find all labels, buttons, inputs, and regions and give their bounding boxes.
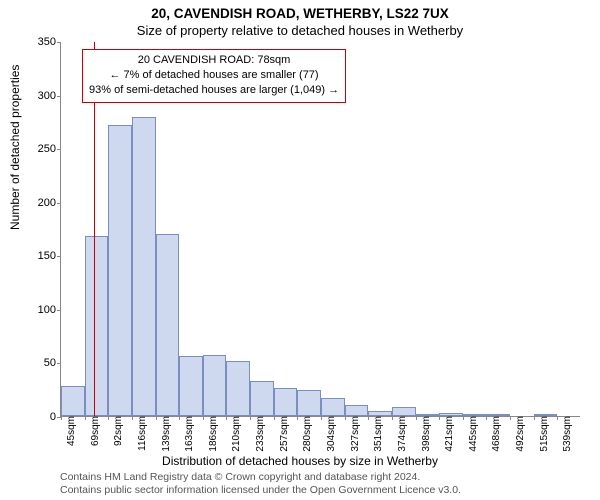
histogram-bar (297, 390, 321, 416)
x-tick-mark (179, 416, 180, 420)
x-tick-label: 186sqm (206, 416, 219, 452)
x-tick-mark (557, 416, 558, 420)
y-tick-mark (57, 363, 61, 364)
x-tick-label: 233sqm (253, 416, 266, 452)
x-tick-mark (61, 416, 62, 420)
y-tick-mark (57, 96, 61, 97)
histogram-bar (179, 356, 203, 416)
x-tick-label: 515sqm (537, 416, 550, 452)
annotation-callout: 20 CAVENDISH ROAD: 78sqm ← 7% of detache… (82, 49, 346, 103)
histogram-bar (274, 388, 298, 416)
y-tick-mark (57, 42, 61, 43)
annotation-line2: ← 7% of detached houses are smaller (77) (89, 68, 339, 83)
x-tick-label: 45sqm (64, 416, 77, 446)
x-tick-mark (203, 416, 204, 420)
x-tick-label: 69sqm (88, 416, 101, 446)
x-tick-label: 92sqm (111, 416, 124, 446)
x-tick-mark (392, 416, 393, 420)
x-tick-label: 327sqm (348, 416, 361, 452)
x-tick-mark (534, 416, 535, 420)
x-tick-label: 351sqm (371, 416, 384, 452)
footer-line1: Contains HM Land Registry data © Crown c… (60, 471, 461, 484)
x-tick-mark (85, 416, 86, 420)
x-tick-mark (274, 416, 275, 420)
histogram-bar (61, 386, 85, 416)
x-tick-label: 468sqm (489, 416, 502, 452)
annotation-line1: 20 CAVENDISH ROAD: 78sqm (89, 53, 339, 68)
x-tick-mark (416, 416, 417, 420)
x-tick-label: 492sqm (513, 416, 526, 452)
x-tick-label: 116sqm (135, 416, 148, 451)
y-tick-mark (57, 203, 61, 204)
x-tick-label: 280sqm (300, 416, 313, 452)
x-tick-label: 210sqm (229, 416, 242, 452)
y-axis-label: Number of detached properties (8, 65, 22, 230)
x-tick-mark (368, 416, 369, 420)
x-tick-label: 421sqm (442, 416, 455, 452)
footer-attribution: Contains HM Land Registry data © Crown c… (60, 471, 461, 497)
footer-line2: Contains public sector information licen… (60, 484, 461, 497)
x-tick-mark (108, 416, 109, 420)
x-tick-mark (463, 416, 464, 420)
x-axis-label: Distribution of detached houses by size … (0, 454, 600, 468)
x-tick-label: 374sqm (395, 416, 408, 452)
histogram-bar (345, 405, 369, 416)
histogram-bar (321, 398, 345, 416)
chart-subtitle: Size of property relative to detached ho… (0, 23, 600, 38)
histogram-bar (203, 355, 227, 416)
x-tick-label: 445sqm (466, 416, 479, 452)
x-tick-mark (510, 416, 511, 420)
x-tick-label: 139sqm (159, 416, 172, 452)
histogram-bar (226, 361, 250, 416)
histogram-bar (156, 234, 180, 416)
histogram-bar (132, 117, 156, 416)
x-tick-mark (321, 416, 322, 420)
chart-title: 20, CAVENDISH ROAD, WETHERBY, LS22 7UX (0, 6, 600, 21)
x-tick-mark (226, 416, 227, 420)
x-tick-label: 163sqm (182, 416, 195, 452)
x-tick-label: 257sqm (277, 416, 290, 452)
annotation-line3: 93% of semi-detached houses are larger (… (89, 83, 339, 98)
x-tick-label: 539sqm (560, 416, 573, 452)
x-tick-mark (297, 416, 298, 420)
x-tick-mark (156, 416, 157, 420)
y-tick-mark (57, 149, 61, 150)
histogram-bar (392, 407, 416, 416)
x-tick-label: 304sqm (324, 416, 337, 452)
x-tick-mark (486, 416, 487, 420)
x-tick-label: 398sqm (419, 416, 432, 452)
y-tick-mark (57, 256, 61, 257)
histogram-bar (85, 236, 109, 416)
x-tick-mark (132, 416, 133, 420)
histogram-bar (250, 381, 274, 416)
histogram-bar (108, 125, 132, 416)
x-tick-mark (439, 416, 440, 420)
x-tick-mark (250, 416, 251, 420)
y-tick-mark (57, 310, 61, 311)
x-tick-mark (345, 416, 346, 420)
